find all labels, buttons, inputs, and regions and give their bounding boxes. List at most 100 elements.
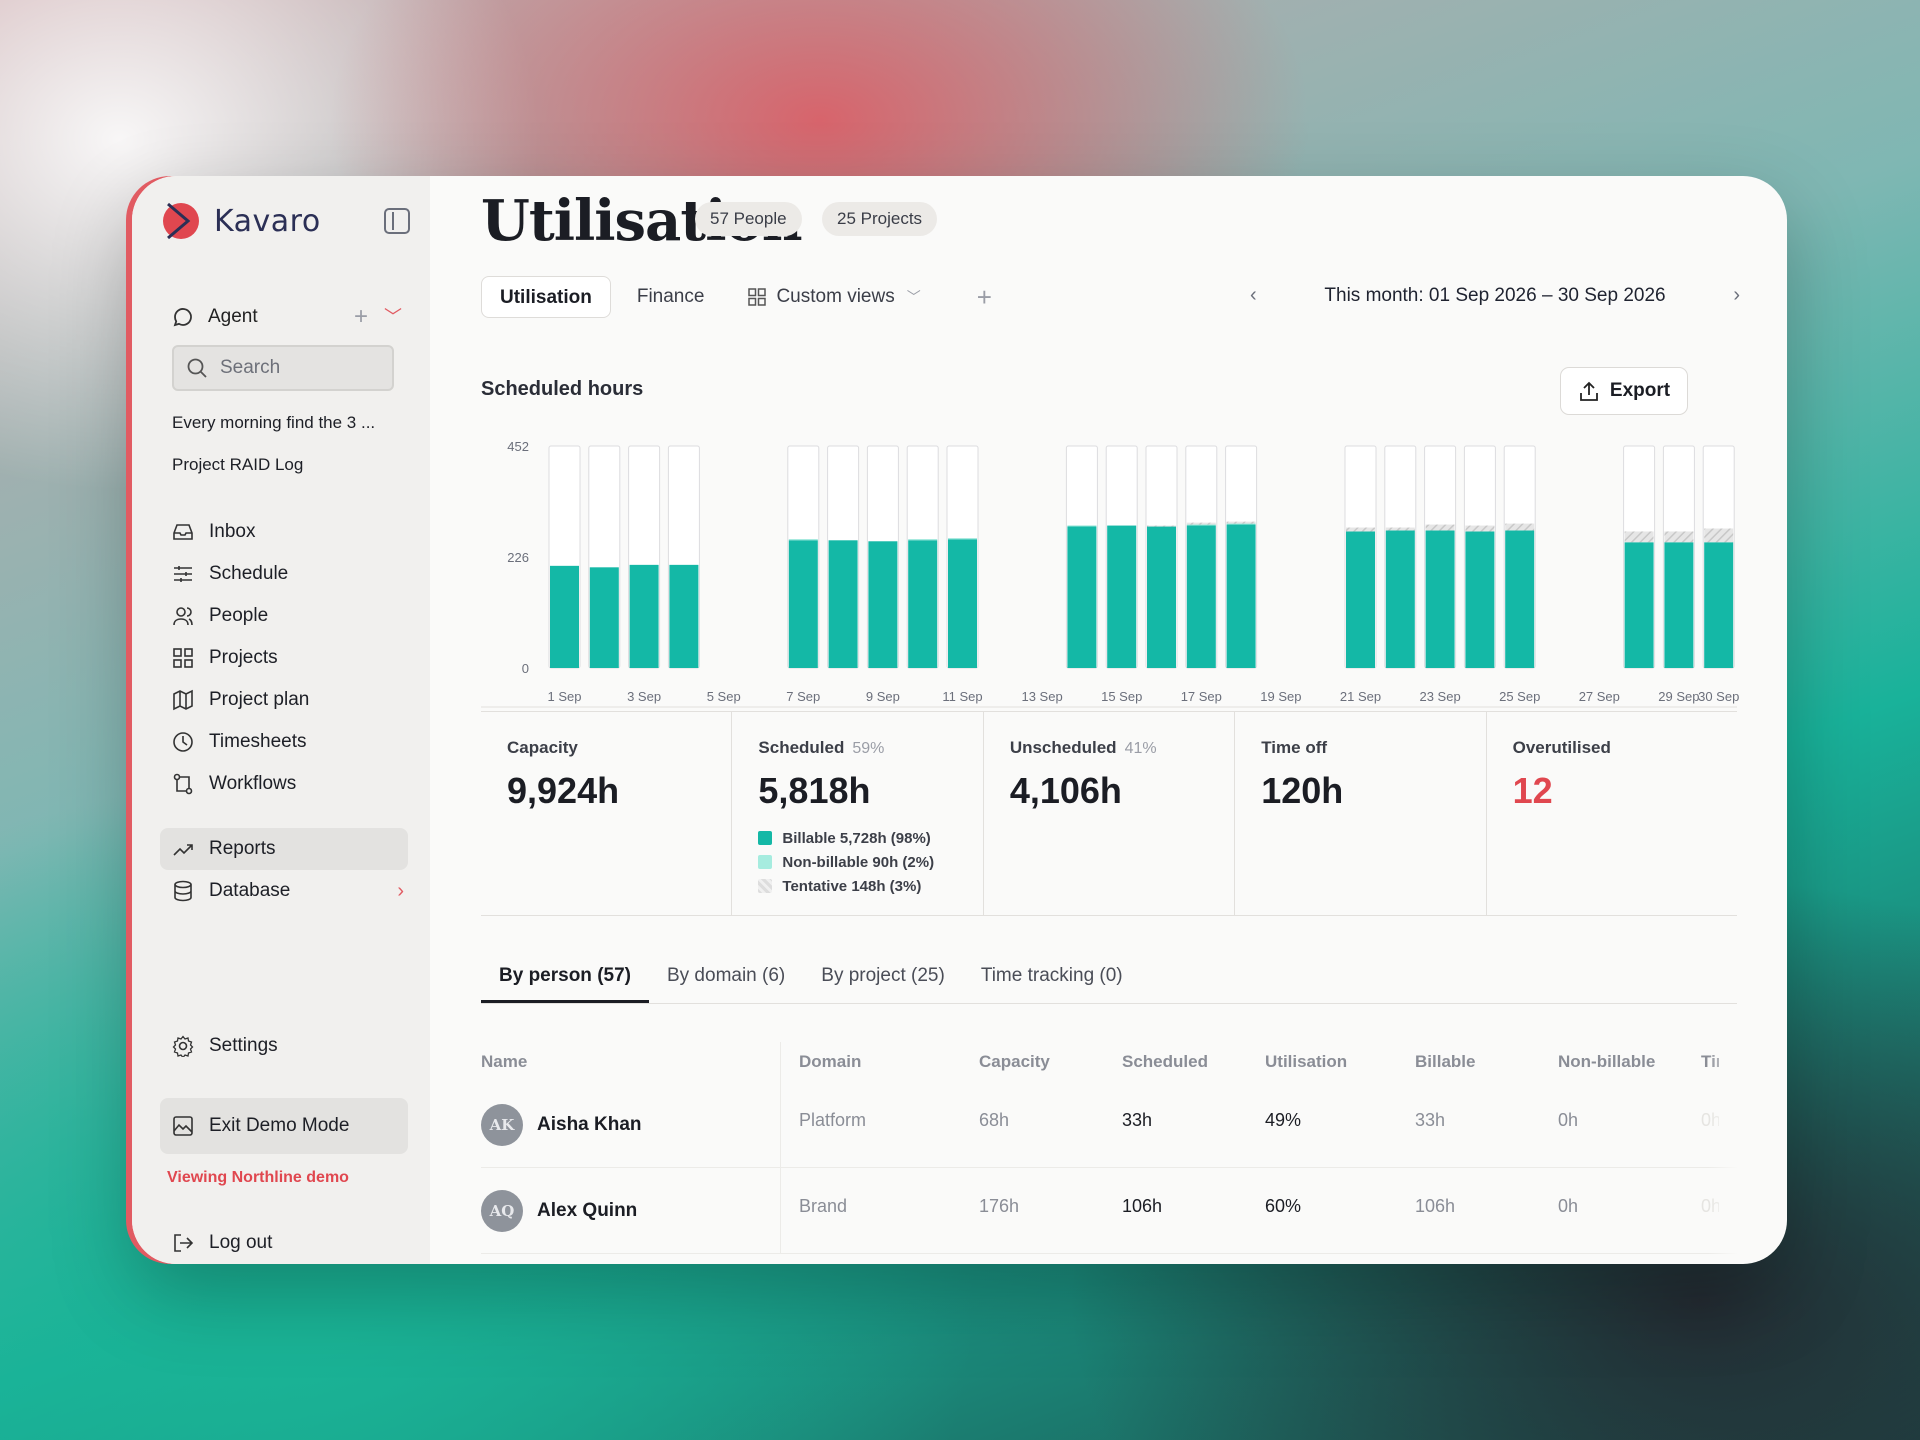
- bar-non-billable[interactable]: [1226, 523, 1256, 525]
- col-name[interactable]: Name: [481, 1042, 781, 1082]
- nav-item-reports[interactable]: Reports: [160, 828, 408, 870]
- x-tick-label: 7 Sep: [786, 689, 820, 704]
- bar-non-billable[interactable]: [948, 538, 977, 540]
- kavaro-logo-icon: [163, 202, 199, 240]
- bar-billable[interactable]: [629, 564, 659, 668]
- brand[interactable]: Kavaro: [162, 202, 321, 240]
- bar-billable[interactable]: [1505, 530, 1535, 668]
- bar-tentative[interactable]: [1186, 522, 1216, 525]
- bar-billable[interactable]: [868, 541, 898, 668]
- bar-billable[interactable]: [1107, 525, 1137, 668]
- tab-custom-views[interactable]: Custom views ﹀: [730, 276, 938, 318]
- bar-billable[interactable]: [1425, 530, 1455, 668]
- exit-demo-button[interactable]: Exit Demo Mode: [160, 1098, 408, 1154]
- logout-icon: [172, 1232, 194, 1254]
- recent-item-1[interactable]: Project RAID Log: [172, 455, 304, 474]
- table-row[interactable]: AQ Alex Quinn Brand 176h 106h 60% 106h 0…: [481, 1168, 1737, 1254]
- bar-tentative[interactable]: [1704, 528, 1734, 543]
- tab-by-project[interactable]: By project (25): [821, 965, 945, 986]
- nav-item-database[interactable]: Database ›: [172, 870, 404, 912]
- export-button[interactable]: Export: [1560, 367, 1688, 415]
- bar-non-billable[interactable]: [788, 539, 818, 541]
- col-capacity[interactable]: Capacity: [979, 1052, 1050, 1071]
- cell-nonbillable: 0h: [1558, 1110, 1579, 1130]
- date-range[interactable]: This month: 01 Sep 2026 – 30 Sep 2026: [1324, 284, 1666, 306]
- chevron-right-icon[interactable]: ›: [1733, 284, 1740, 306]
- bar-billable[interactable]: [908, 540, 938, 668]
- x-tick-label: 30 Sep: [1698, 689, 1739, 704]
- bar-billable[interactable]: [948, 539, 977, 668]
- col-nonbillable[interactable]: Non-billable: [1558, 1052, 1656, 1071]
- recent-item-0[interactable]: Every morning find the 3 ...: [172, 413, 376, 432]
- x-tick-label: 13 Sep: [1021, 689, 1062, 704]
- tab-finance[interactable]: Finance: [636, 286, 705, 307]
- demo-note: Viewing Northline demo: [167, 1169, 349, 1186]
- nav-item-settings[interactable]: Settings: [172, 1025, 404, 1067]
- bar-billable[interactable]: [788, 540, 818, 668]
- search-box[interactable]: [172, 345, 394, 391]
- bar-tentative[interactable]: [1346, 527, 1375, 532]
- people-count-badge[interactable]: 57 People: [695, 202, 802, 236]
- exit-demo-label: Exit Demo Mode: [209, 1115, 350, 1136]
- search-input[interactable]: [220, 357, 370, 379]
- bar-billable[interactable]: [1704, 542, 1734, 668]
- scroll-fade: [1708, 1042, 1738, 1264]
- bar-billable[interactable]: [669, 564, 699, 668]
- bar-non-billable[interactable]: [908, 539, 938, 541]
- bar-billable[interactable]: [550, 565, 579, 668]
- nav-item-project-plan[interactable]: Project plan: [172, 679, 404, 721]
- nav-item-workflows[interactable]: Workflows: [172, 763, 404, 805]
- person-name[interactable]: Aisha Khan: [537, 1113, 642, 1135]
- bar-billable[interactable]: [1067, 526, 1097, 668]
- agent-item[interactable]: Agent + ﹀: [172, 302, 402, 332]
- bar-billable[interactable]: [1186, 525, 1216, 668]
- bar-non-billable[interactable]: [1067, 525, 1097, 527]
- bar-non-billable[interactable]: [1186, 524, 1216, 526]
- bar-billable[interactable]: [1147, 526, 1176, 668]
- scheduled-hours-chart: 0 226 452 1 Sep 3 Sep 5 Sep 7 Sep 9 Sep 11 Sep 1…: [481, 439, 1739, 708]
- chevron-right-icon[interactable]: ›: [397, 879, 404, 902]
- bar-tentative[interactable]: [1226, 521, 1256, 524]
- nav-item-logout[interactable]: Log out: [172, 1222, 404, 1264]
- bar-billable[interactable]: [1226, 524, 1256, 668]
- image-icon: [173, 1116, 193, 1136]
- main-content: Utilisation 57 People 25 Projects Utilis…: [430, 176, 1787, 1264]
- col-utilisation[interactable]: Utilisation: [1265, 1052, 1348, 1071]
- tab-by-person[interactable]: By person (57): [481, 956, 649, 1003]
- nav-item-schedule[interactable]: Schedule: [172, 553, 404, 595]
- tab-time-tracking[interactable]: Time tracking (0): [980, 965, 1123, 986]
- bar-tentative[interactable]: [1664, 531, 1694, 543]
- chevron-left-icon[interactable]: ‹: [1250, 284, 1257, 306]
- person-name[interactable]: Alex Quinn: [537, 1199, 638, 1221]
- bar-billable[interactable]: [1664, 542, 1694, 668]
- col-scheduled[interactable]: Scheduled: [1122, 1052, 1208, 1071]
- bar-billable[interactable]: [589, 567, 619, 668]
- bar-billable[interactable]: [1346, 531, 1375, 668]
- add-agent-icon[interactable]: +: [353, 303, 368, 330]
- chevron-down-icon[interactable]: ﹀: [384, 307, 402, 327]
- nav-item-people[interactable]: People: [172, 595, 404, 637]
- bar-billable[interactable]: [828, 540, 858, 668]
- bar-tentative[interactable]: [1624, 531, 1654, 543]
- table-row[interactable]: AK Aisha Khan Platform 68h 33h 49% 33h 0…: [481, 1082, 1737, 1168]
- col-billable[interactable]: Billable: [1415, 1052, 1476, 1071]
- bar-tentative[interactable]: [1465, 525, 1495, 532]
- nav-item-timesheets[interactable]: Timesheets: [172, 721, 404, 763]
- nav-item-inbox[interactable]: Inbox: [172, 511, 404, 553]
- stat-overutilised: Overutilised 12: [1487, 712, 1737, 915]
- projects-count-badge[interactable]: 25 Projects: [822, 202, 938, 236]
- scheduled-legend: Billable 5,728h (98%) Non-billable 90h (…: [758, 826, 982, 898]
- add-view-icon[interactable]: +: [976, 281, 992, 312]
- bar-tentative[interactable]: [1505, 523, 1535, 531]
- bar-billable[interactable]: [1624, 542, 1654, 668]
- tab-by-domain[interactable]: By domain (6): [666, 965, 786, 986]
- col-domain[interactable]: Domain: [799, 1052, 862, 1071]
- bar-tentative[interactable]: [1385, 527, 1415, 531]
- sidebar-toggle-icon[interactable]: [384, 208, 410, 234]
- bar-tentative[interactable]: [1147, 525, 1176, 527]
- bar-tentative[interactable]: [1425, 524, 1455, 531]
- bar-billable[interactable]: [1385, 530, 1415, 668]
- bar-billable[interactable]: [1465, 531, 1495, 668]
- nav-item-projects[interactable]: Projects: [172, 637, 404, 679]
- tab-utilisation[interactable]: Utilisation: [481, 276, 611, 318]
